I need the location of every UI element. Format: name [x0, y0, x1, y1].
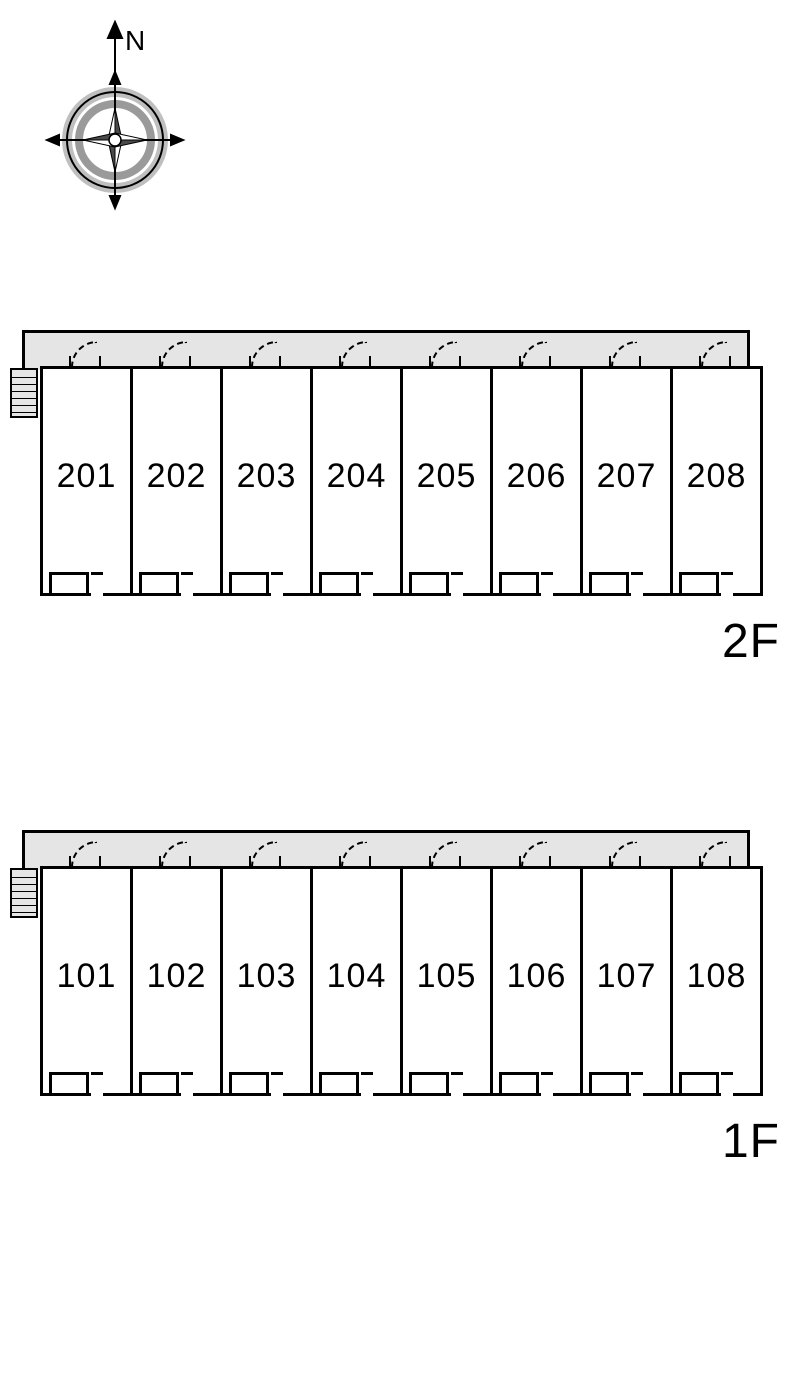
- units-row: 201 202 203 204 205 206 207 208: [40, 366, 763, 596]
- balcony-icon: [49, 572, 89, 596]
- floor-2F: 201 202 203 204 205 206 207 208 2F: [0, 330, 800, 680]
- stairs-icon: [10, 868, 38, 918]
- stairs-icon: [10, 368, 38, 418]
- floor-label: 2F: [722, 614, 780, 669]
- compass-rose: N: [30, 20, 200, 225]
- balcony-icon: [679, 572, 719, 596]
- unit-201: 201: [40, 366, 133, 596]
- unit-106: 106: [490, 866, 583, 1096]
- unit-101: 101: [40, 866, 133, 1096]
- floor-1F: 101 102 103 104 105 106 107 108 1F: [0, 830, 800, 1180]
- unit-label: 103: [237, 957, 297, 996]
- unit-208: 208: [670, 366, 763, 596]
- unit-107: 107: [580, 866, 673, 1096]
- balcony-icon: [139, 1072, 179, 1096]
- balcony-icon: [319, 572, 359, 596]
- unit-label: 107: [597, 957, 657, 996]
- floor-label: 1F: [722, 1114, 780, 1169]
- unit-label: 204: [327, 457, 387, 496]
- unit-105: 105: [400, 866, 493, 1096]
- unit-label: 102: [147, 957, 207, 996]
- unit-label: 105: [417, 957, 477, 996]
- balcony-icon: [319, 1072, 359, 1096]
- unit-204: 204: [310, 366, 403, 596]
- unit-label: 104: [327, 957, 387, 996]
- unit-207: 207: [580, 366, 673, 596]
- unit-label: 202: [147, 457, 207, 496]
- balcony-icon: [229, 1072, 269, 1096]
- unit-203: 203: [220, 366, 313, 596]
- balcony-icon: [49, 1072, 89, 1096]
- compass-icon: N: [30, 20, 200, 220]
- unit-label: 108: [687, 957, 747, 996]
- unit-206: 206: [490, 366, 583, 596]
- unit-103: 103: [220, 866, 313, 1096]
- unit-108: 108: [670, 866, 763, 1096]
- unit-205: 205: [400, 366, 493, 596]
- balcony-icon: [409, 1072, 449, 1096]
- balcony-icon: [409, 572, 449, 596]
- balcony-icon: [589, 572, 629, 596]
- units-row: 101 102 103 104 105 106 107 108: [40, 866, 763, 1096]
- balcony-icon: [589, 1072, 629, 1096]
- unit-label: 201: [57, 457, 117, 496]
- compass-n-label: N: [125, 25, 145, 56]
- balcony-icon: [679, 1072, 719, 1096]
- balcony-icon: [499, 572, 539, 596]
- unit-104: 104: [310, 866, 403, 1096]
- floorplan-canvas: N: [0, 0, 800, 1373]
- unit-label: 208: [687, 457, 747, 496]
- unit-202: 202: [130, 366, 223, 596]
- unit-label: 205: [417, 457, 477, 496]
- unit-label: 206: [507, 457, 567, 496]
- balcony-icon: [499, 1072, 539, 1096]
- unit-label: 101: [57, 957, 117, 996]
- balcony-icon: [139, 572, 179, 596]
- unit-label: 203: [237, 457, 297, 496]
- unit-label: 207: [597, 457, 657, 496]
- unit-label: 106: [507, 957, 567, 996]
- balcony-icon: [229, 572, 269, 596]
- unit-102: 102: [130, 866, 223, 1096]
